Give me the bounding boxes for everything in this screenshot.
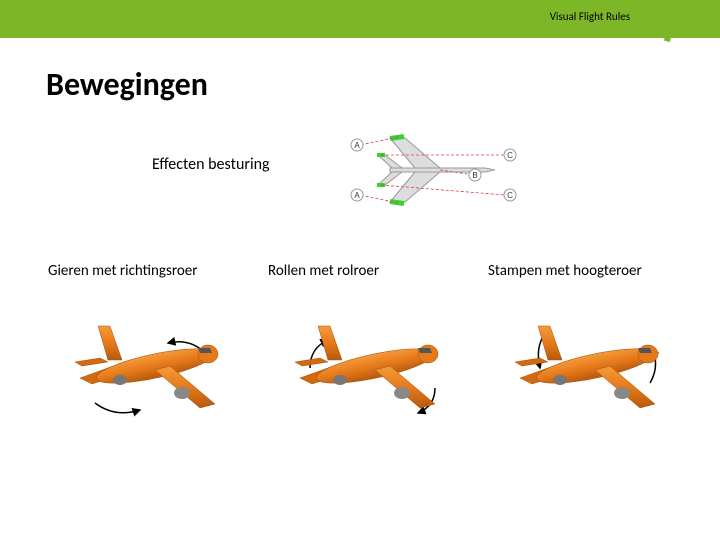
airplane-yaw-illustration — [60, 298, 240, 428]
subtitle: Effecten besturing — [152, 155, 270, 174]
svg-text:B: B — [472, 171, 477, 180]
svg-text:A: A — [354, 141, 360, 150]
airplane-roll-illustration — [280, 298, 460, 428]
svg-text:A: A — [354, 191, 360, 200]
header-bar: Visual Flight Rules — [0, 0, 720, 38]
column-label: Gieren met richtingsroer — [48, 262, 252, 280]
column-label: Stampen met hoogteroer — [488, 262, 692, 280]
control-surfaces-diagram: A A B C C — [330, 120, 550, 220]
page-title: Bewegingen — [46, 65, 208, 104]
svg-text:C: C — [507, 191, 513, 200]
header-label: Visual Flight Rules — [550, 10, 630, 23]
column-label: Rollen met rolroer — [268, 262, 472, 280]
movement-columns: Gieren met richtingsroer — [40, 262, 700, 428]
column-roll: Rollen met rolroer — [260, 262, 480, 428]
column-pitch: Stampen met hoogteroer — [480, 262, 700, 428]
airplane-pitch-illustration — [500, 298, 680, 428]
column-yaw: Gieren met richtingsroer — [40, 262, 260, 428]
logo-icon — [645, 0, 700, 55]
svg-text:C: C — [507, 151, 513, 160]
